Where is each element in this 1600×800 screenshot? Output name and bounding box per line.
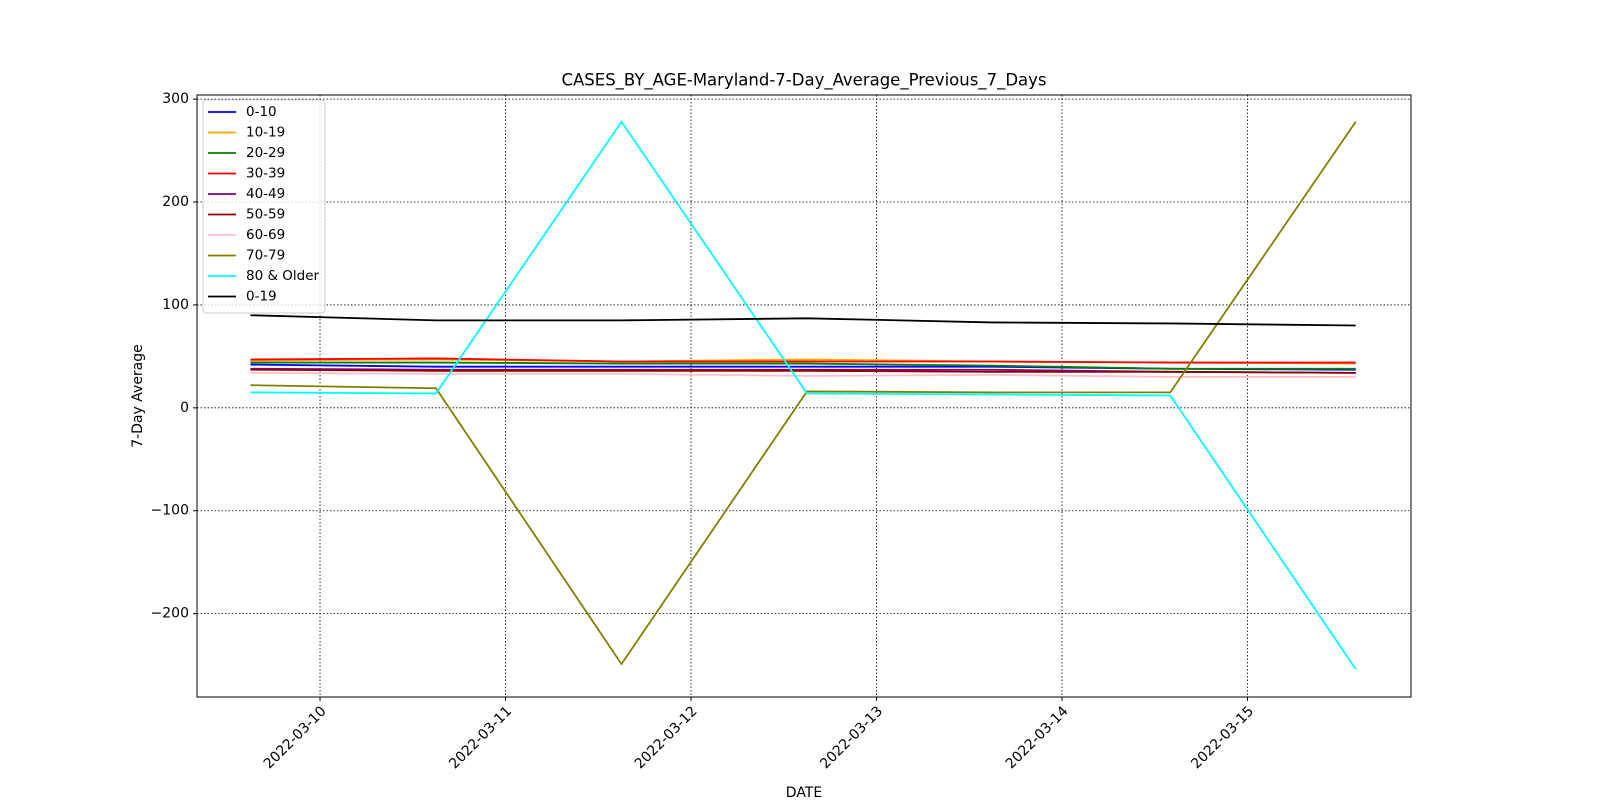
y-tick-label: −100 [151, 503, 189, 519]
x-tick-label: 2022-03-15 [1188, 703, 1257, 772]
series-line [250, 368, 1356, 374]
series-line [250, 121, 1357, 666]
x-tick-label: 2022-03-12 [632, 703, 701, 772]
legend-label: 20-29 [246, 145, 285, 161]
x-tick-label: 2022-03-13 [817, 703, 886, 772]
legend-label: 10-19 [246, 125, 285, 141]
legend-label: 70-79 [246, 248, 285, 264]
plot-frame [196, 94, 1412, 698]
series-line [250, 361, 1356, 370]
y-tick-label: −200 [151, 606, 189, 622]
y-tick-label: 200 [162, 194, 189, 210]
x-axis-label: DATE [786, 785, 822, 800]
legend-label: 0-10 [246, 104, 277, 120]
legend-label: 30-39 [246, 166, 285, 182]
y-tick-label: 0 [180, 400, 189, 416]
legend: 0-10 10-19 20-29 30-39 40-49 50-59 60-69 70-79 8… [202, 99, 326, 314]
legend-label: 0-19 [246, 289, 277, 305]
x-tick-label: 2022-03-14 [1003, 703, 1072, 772]
legend-label: 60-69 [246, 227, 285, 243]
legend-label: 80 & Older [246, 268, 320, 284]
y-tick-label: 300 [162, 91, 189, 107]
legend-label: 50-59 [246, 207, 285, 223]
x-tick-label: 2022-03-11 [446, 703, 515, 772]
legend-label: 40-49 [246, 186, 285, 202]
series-line [250, 120, 1357, 670]
series-line [250, 314, 1356, 327]
y-axis-label: 7-Day Average [130, 344, 146, 448]
series-line [250, 371, 1356, 378]
chart-title: CASES_BY_AGE-Maryland-7-Day_Average_Prev… [561, 71, 1046, 91]
x-tick-label: 2022-03-10 [261, 703, 330, 772]
series-line [250, 357, 1356, 364]
y-tick-label: 100 [162, 297, 189, 313]
